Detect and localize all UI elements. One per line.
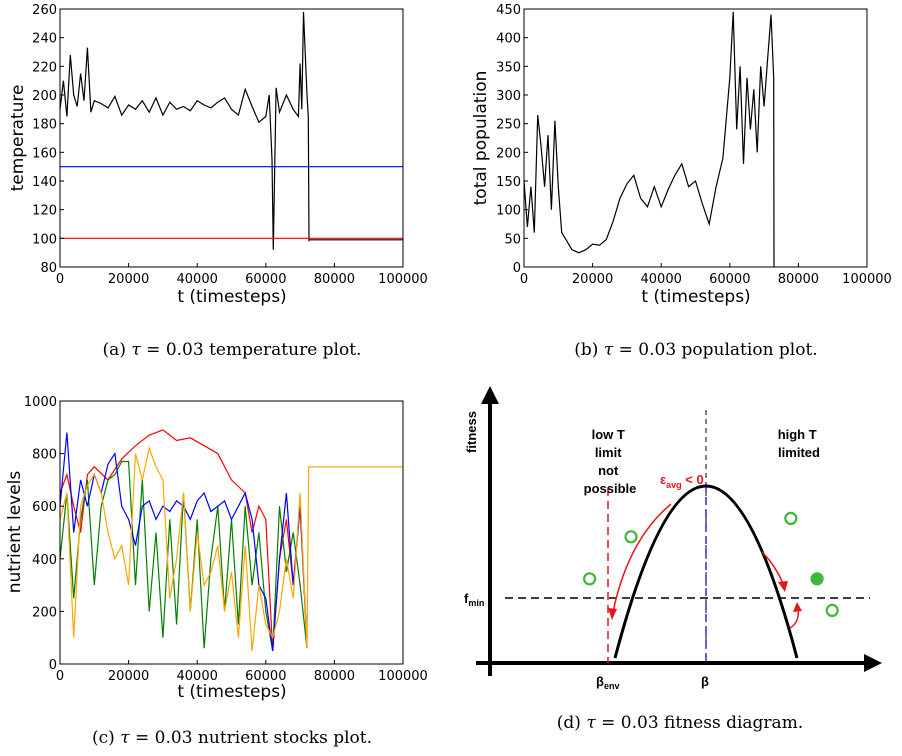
caption-c: (c) τ = 0.03 nutrient stocks plot. [92,728,372,748]
y-tick-label: 220 [32,60,57,75]
y-tick-label: 180 [32,118,57,133]
right-arrow-head [778,581,788,592]
panel-d: fitness fmin low T limit not possible hi… [464,386,882,733]
y-tick-label: 450 [496,3,521,18]
x-tick-label: 80000 [778,272,819,287]
panel-b: 0 20000 40000 60000 80000 100000 0 50 100 150 200… [471,3,892,360]
x-tick-label: 60000 [245,669,286,684]
low-t-label: low T limit not possible [584,427,637,496]
plot-frame [59,8,404,268]
fitness-curve [613,484,799,659]
filled-marker [810,572,824,586]
hollow-marker [784,511,798,526]
y-tick-label: 160 [32,146,57,161]
x-tick-label: 100000 [842,272,892,287]
x-tick-label: 40000 [177,669,218,684]
fitness-label: fitness [464,411,479,453]
y-tick-label: 200 [32,605,57,620]
x-axis-label: t (timesteps) [177,682,286,702]
beta-label: β [701,674,709,689]
caption-d: (d) τ = 0.03 fitness diagram. [557,713,803,733]
y-axis-label: temperature [8,85,28,192]
beta-env-label: βenv [596,674,619,691]
y-tick-label: 1000 [24,395,57,410]
y-tick-label: 140 [32,175,57,190]
y-tick-label: 600 [32,500,57,515]
y-tick-label: 150 [496,175,521,190]
y-tick-label: 240 [32,32,57,47]
y-axis-label: total population [471,71,491,206]
series-line-2 [59,432,308,651]
y-tick-label: 350 [496,60,521,75]
right-arrow-curve [761,551,784,585]
series-line-0 [523,11,775,268]
y-tick-label: 0 [49,658,57,673]
x-tick-label: 80000 [314,272,355,287]
left-arrow-curve [612,503,672,613]
y-tick-label: 120 [32,204,57,219]
fmin-label: fmin [464,591,484,608]
series-line-3 [59,446,403,651]
y-tick-label: 100 [32,232,57,247]
y-tick-label: 200 [32,89,57,104]
x-tick-label: 60000 [245,272,286,287]
epsilon-label: εavg < 0 [660,472,704,490]
y-tick-labels: 0 200 400 600 800 1000 [24,395,64,673]
panel-c: 0 20000 40000 60000 80000 100000 0 200 400 600 80… [5,395,428,748]
y-tick-label: 80 [40,261,57,276]
y-tick-label: 400 [32,553,57,568]
hollow-marker [582,572,597,586]
x-tick-label: 0 [56,669,64,684]
series-line-1 [59,460,308,652]
y-tick-label: 0 [513,261,521,276]
y-tick-labels: 80 100 120 140 160 180 200 220 240 260 [32,3,64,276]
y-tick-label: 260 [32,3,57,18]
x-tick-label: 100000 [378,272,428,287]
high-t-label: high T limited [778,427,821,460]
y-tick-labels: 0 50 100 150 200 250 300 350 400 450 [496,3,528,276]
caption-a: (a) τ = 0.03 temperature plot. [103,340,362,360]
x-tick-label: 80000 [314,669,355,684]
left-arrow-head [608,608,617,620]
nutrient-plot [59,429,403,652]
series-line-0 [59,429,308,651]
hollow-marker [825,603,839,618]
x-tick-label: 40000 [177,272,218,287]
y-tick-label: 200 [496,146,521,161]
y-tick-label: 800 [32,448,57,463]
fitness-markers [582,511,839,618]
x-tick-labels: 0 20000 40000 60000 80000 100000 [56,263,428,287]
panel-a: 0 20000 40000 60000 80000 100000 80 100 120 140 1… [8,3,428,360]
x-tick-label: 0 [520,272,528,287]
y-axis-arrowhead [481,386,499,404]
temperature-plot [59,11,403,250]
x-tick-label: 20000 [572,272,613,287]
x-axis-label: t (timesteps) [641,287,750,307]
x-tick-label: 0 [56,272,64,287]
y-axis-label: nutrient levels [5,471,25,594]
y-tick-label: 250 [496,118,521,133]
y-tick-label: 50 [504,232,521,247]
x-tick-labels: 0 20000 40000 60000 80000 100000 [56,660,428,684]
plot-frame [523,8,868,268]
y-tick-label: 300 [496,89,521,104]
x-tick-label: 20000 [108,272,149,287]
series-line-0 [59,11,310,250]
plot-frame [59,400,404,665]
bottom-arrow-head [793,602,802,612]
x-tick-label: 20000 [108,669,149,684]
population-plot [523,11,775,268]
x-tick-labels: 0 20000 40000 60000 80000 100000 [520,263,892,287]
hollow-marker [624,530,638,544]
x-axis-arrowhead [864,654,882,672]
caption-b: (b) τ = 0.03 population plot. [574,340,817,360]
x-tick-label: 100000 [378,669,428,684]
y-tick-label: 100 [496,204,521,219]
x-tick-label: 60000 [709,272,750,287]
y-tick-label: 400 [496,32,521,47]
x-axis-label: t (timesteps) [177,287,286,307]
x-tick-label: 40000 [641,272,682,287]
